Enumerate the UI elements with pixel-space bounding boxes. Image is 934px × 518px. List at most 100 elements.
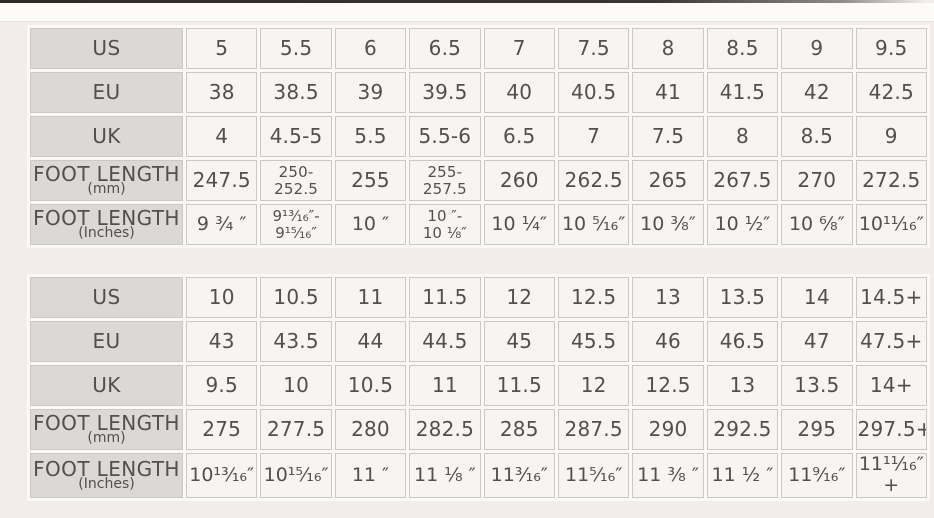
row-header-label: UK: [92, 124, 121, 149]
table-cell: 10 ″- 10 ¹⁄₈″: [409, 204, 481, 245]
table-cell: 13: [706, 365, 779, 406]
table-cell: 8: [706, 116, 779, 157]
table-cell: 12.5: [557, 277, 630, 318]
table-cell: 46.5: [706, 321, 779, 362]
table-cell: 42: [781, 72, 853, 113]
table-cell: 47: [781, 321, 853, 362]
row-header-label: UK: [92, 373, 121, 398]
top-white-strip: [0, 3, 934, 22]
table-cell: 12: [557, 365, 630, 406]
table-cell: 10 ⁵⁄₁₆″: [557, 204, 630, 245]
table-row: FOOT LENGTH (Inches) 9 ³⁄₄ ″ 9¹³⁄₁₆″- 9¹⁵⁄₁…: [30, 204, 927, 245]
table-cell: 38.5: [260, 72, 332, 113]
table-cell: 11³⁄₁₆″: [483, 453, 555, 498]
photo-top-edge-line: [0, 0, 934, 3]
table-cell: 272.5: [855, 160, 927, 201]
table-cell: 11¹¹⁄₁₆″+: [855, 453, 927, 498]
row-header-label: FOOT LENGTH: [33, 205, 180, 230]
row-header-cell: US: [30, 28, 183, 69]
table-cell: 247.5: [186, 160, 258, 201]
table-cell: 14+: [855, 365, 927, 406]
table-cell: 7.5: [557, 28, 630, 69]
table-cell: 9: [855, 116, 927, 157]
table-cell: 280: [334, 409, 407, 450]
table-cell: 260: [483, 160, 555, 201]
table-cell: 5.5: [260, 28, 332, 69]
size-conversion-table: US 10 10.5 11 11.5 12 12.5 13 13.5 14 14.5+ EU 43 43.…: [27, 274, 930, 501]
row-header-cell: FOOT LENGTH (Inches): [30, 204, 183, 245]
table-cell: 11 ¹⁄₂ ″: [706, 453, 779, 498]
table-cell: 40.5: [557, 72, 630, 113]
row-header-cell: FOOT LENGTH (Inches): [30, 453, 183, 498]
row-header-sublabel: (Inches): [78, 225, 135, 242]
table-cell: 13: [632, 277, 704, 318]
table-cell: 6.5: [483, 116, 555, 157]
table-cell: 7.5: [632, 116, 704, 157]
table-gap: [27, 248, 932, 274]
table-cell: 11 ″: [334, 453, 407, 498]
table-cell: 8: [632, 28, 704, 69]
table-cell: 4.5-5: [260, 116, 332, 157]
table-cell: 11: [334, 277, 407, 318]
table-row: FOOT LENGTH (mm) 247.5 250- 252.5 255 255- 25…: [30, 160, 927, 201]
table-cell: 41.5: [706, 72, 779, 113]
table-cell: 45: [483, 321, 555, 362]
table-cell: 8.5: [781, 116, 853, 157]
row-header-label: FOOT LENGTH: [33, 456, 180, 481]
table-row: UK 4 4.5-5 5.5 5.5-6 6.5 7 7.5 8 8.5 9: [30, 116, 927, 157]
table-cell: 13.5: [706, 277, 779, 318]
table-cell: 10: [186, 277, 258, 318]
row-header-cell: EU: [30, 72, 183, 113]
row-header-label: FOOT LENGTH: [33, 161, 180, 186]
table-cell: 42.5: [855, 72, 927, 113]
table-cell: 277.5: [260, 409, 332, 450]
table-cell: 10¹¹⁄₁₆″: [855, 204, 927, 245]
table-cell: 11: [409, 365, 481, 406]
row-header-label: EU: [92, 80, 121, 105]
size-chart: US 5 5.5 6 6.5 7 7.5 8 8.5 9 9.5 EU 38 38.5 39 39.5 40 40…: [0, 22, 934, 501]
table-cell: 270: [781, 160, 853, 201]
table-cell: 292.5: [706, 409, 779, 450]
table-cell: 295: [781, 409, 853, 450]
table-cell: 12.5: [632, 365, 704, 406]
table-cell: 10.5: [334, 365, 407, 406]
table-cell: 10: [260, 365, 332, 406]
table-cell: 11 ¹⁄₈ ″: [409, 453, 481, 498]
table-row: US 10 10.5 11 11.5 12 12.5 13 13.5 14 14.5+: [30, 277, 927, 318]
table-cell: 12: [483, 277, 555, 318]
table-cell: 262.5: [557, 160, 630, 201]
table-row: US 5 5.5 6 6.5 7 7.5 8 8.5 9 9.5: [30, 28, 927, 69]
table-cell: 38: [186, 72, 258, 113]
table-row: FOOT LENGTH (mm) 275 277.5 280 282.5 285 287.5 2…: [30, 409, 927, 450]
table-row: UK 9.5 10 10.5 11 11.5 12 12.5 13 13.5 14+: [30, 365, 927, 406]
table-cell: 285: [483, 409, 555, 450]
table-cell: 290: [632, 409, 704, 450]
table-cell: 10 ¹⁄₄″: [483, 204, 555, 245]
row-header-sublabel: (Inches): [78, 476, 135, 493]
table-cell: 41: [632, 72, 704, 113]
table-cell: 13.5: [781, 365, 853, 406]
table-cell: 7: [483, 28, 555, 69]
size-table-upper: US 5 5.5 6 6.5 7 7.5 8 8.5 9 9.5 EU 38 38.5 39 39.5 40 40…: [27, 25, 930, 248]
size-table-lower: US 10 10.5 11 11.5 12 12.5 13 13.5 14 14.5+ EU 43 43.…: [27, 274, 930, 501]
table-cell: 40: [483, 72, 555, 113]
table-cell: 10 ⁶⁄₈″: [781, 204, 853, 245]
table-cell: 282.5: [409, 409, 481, 450]
row-header-cell: FOOT LENGTH (mm): [30, 409, 183, 450]
table-cell: 10 ³⁄₈″: [632, 204, 704, 245]
table-cell: 10.5: [260, 277, 332, 318]
row-header-label: FOOT LENGTH: [33, 410, 180, 435]
table-row: EU 43 43.5 44 44.5 45 45.5 46 46.5 47 47.5+: [30, 321, 927, 362]
table-cell: 10¹³⁄₁₆″: [186, 453, 258, 498]
table-cell: 4: [186, 116, 258, 157]
table-cell: 9¹³⁄₁₆″- 9¹⁵⁄₁₆″: [260, 204, 332, 245]
table-cell: 43.5: [260, 321, 332, 362]
table-cell: 8.5: [706, 28, 779, 69]
table-cell: 39.5: [409, 72, 481, 113]
row-header-cell: US: [30, 277, 183, 318]
table-cell: 5.5-6: [409, 116, 481, 157]
table-cell: 6.5: [409, 28, 481, 69]
table-cell: 7: [557, 116, 630, 157]
table-cell: 47.5+: [855, 321, 927, 362]
table-cell: 14: [781, 277, 853, 318]
